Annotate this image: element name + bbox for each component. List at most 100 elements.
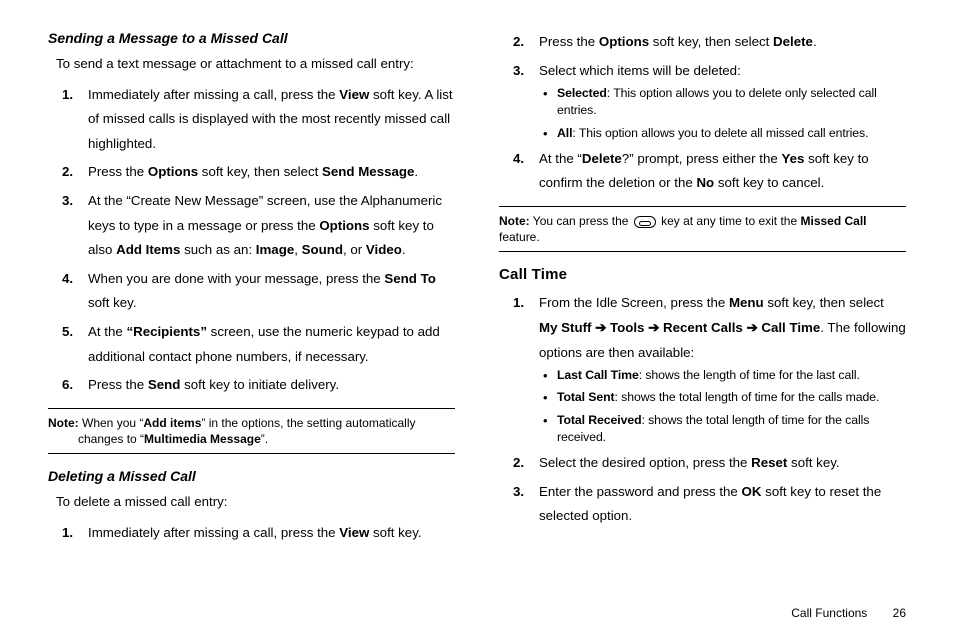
bold: Add items — [143, 416, 201, 430]
text: Select which items will be deleted: — [539, 63, 741, 78]
page-number: 26 — [893, 606, 906, 620]
step: Immediately after missing a call, press … — [56, 83, 455, 157]
bullets-call-time: Last Call Time: shows the length of time… — [543, 367, 906, 446]
text: soft key, then select — [198, 164, 322, 179]
text: soft key. — [369, 525, 421, 540]
text: , — [294, 242, 301, 257]
bold: OK — [742, 484, 762, 499]
text: Immediately after missing a call, press … — [88, 87, 339, 102]
text: soft key. — [787, 455, 839, 470]
step: Press the Options soft key, then select … — [56, 160, 455, 185]
intro-deleting: To delete a missed call entry: — [56, 492, 455, 513]
text: soft key, then select — [649, 34, 773, 49]
text: key at any time to exit the — [658, 214, 801, 228]
step: Select the desired option, press the Res… — [507, 451, 906, 476]
step: Press the Send soft key to initiate deli… — [56, 373, 455, 398]
text: . — [402, 242, 406, 257]
bold: Tools — [610, 320, 644, 335]
text: . — [813, 34, 817, 49]
steps-sending: Immediately after missing a call, press … — [56, 83, 455, 398]
bold: “Recipients” — [126, 324, 207, 339]
bullet: Last Call Time: shows the length of time… — [543, 367, 906, 384]
text: Press the — [539, 34, 599, 49]
bold: No — [696, 175, 714, 190]
bold: Menu — [729, 295, 764, 310]
text: At the — [88, 324, 126, 339]
text: From the Idle Screen, press the — [539, 295, 729, 310]
heading-sending-message: Sending a Message to a Missed Call — [48, 30, 455, 46]
text: changes to “ — [78, 432, 144, 446]
bullet: Total Received: shows the total length o… — [543, 412, 906, 446]
bold: Reset — [751, 455, 787, 470]
step: At the “Create New Message” screen, use … — [56, 189, 455, 263]
bold: Options — [148, 164, 198, 179]
bold: Recent Calls — [663, 320, 743, 335]
bold: Send — [148, 377, 181, 392]
bullet: Selected: This option allows you to dele… — [543, 85, 906, 119]
text: such as an: — [180, 242, 255, 257]
bold: Sound — [302, 242, 343, 257]
bold: Send To — [384, 271, 435, 286]
bold: My Stuff — [539, 320, 591, 335]
bold: Image — [256, 242, 294, 257]
heading-call-time: Call Time — [499, 266, 906, 283]
note-label: Note: — [499, 214, 530, 228]
bold: Delete — [582, 151, 622, 166]
text: You can press the — [530, 214, 632, 228]
bold: View — [339, 525, 369, 540]
text: : shows the total length of time for the… — [615, 390, 880, 404]
page-body: Sending a Message to a Missed Call To se… — [0, 0, 954, 580]
text: : This option allows you to delete all m… — [572, 126, 868, 140]
bold: Total Sent — [557, 390, 615, 404]
text: soft key to initiate delivery. — [180, 377, 339, 392]
text: . — [414, 164, 418, 179]
text: Press the — [88, 164, 148, 179]
bullets-delete-options: Selected : This option allows you to dele… — [543, 85, 906, 142]
bold: Yes — [781, 151, 804, 166]
intro-sending: To send a text message or attachment to … — [56, 54, 455, 75]
step: Enter the password and press the OK soft… — [507, 480, 906, 529]
text: When you “ — [79, 416, 144, 430]
bold: All — [557, 126, 572, 140]
text: Press the — [88, 377, 148, 392]
text: feature. — [499, 230, 540, 244]
text: Enter the password and press the — [539, 484, 742, 499]
end-key-icon — [634, 216, 656, 228]
bold: Last Call Time — [557, 368, 639, 382]
note-add-items: Note: When you “Add items” in the option… — [48, 408, 455, 454]
text: At the “ — [539, 151, 582, 166]
bullet: All: This option allows you to delete al… — [543, 125, 906, 142]
step: At the “Delete?” prompt, press either th… — [507, 147, 906, 196]
arrow-icon: ➔ — [743, 320, 762, 335]
bold: Total Received — [557, 413, 641, 427]
text: ?” prompt, press either the — [622, 151, 782, 166]
bullet: Total Sent: shows the total length of ti… — [543, 389, 906, 406]
text: soft key, then select — [764, 295, 884, 310]
bold: Add Items — [116, 242, 180, 257]
footer-section: Call Functions — [791, 606, 867, 620]
step: When you are done with your message, pre… — [56, 267, 455, 316]
bold: Multimedia Message — [144, 432, 261, 446]
bold: Video — [366, 242, 402, 257]
step: At the “Recipients” screen, use the nume… — [56, 320, 455, 369]
bold: Send Message — [322, 164, 414, 179]
bold: Selected — [557, 86, 607, 100]
page-footer: Call Functions 26 — [791, 606, 906, 620]
step: Press the Options soft key, then select … — [507, 30, 906, 55]
step: From the Idle Screen, press the Menu sof… — [507, 291, 906, 446]
steps-call-time: From the Idle Screen, press the Menu sof… — [507, 291, 906, 528]
note-exit-missed-call: Note: You can press the key at any time … — [499, 206, 906, 252]
bold: Call Time — [761, 320, 820, 335]
bold: Delete — [773, 34, 813, 49]
text: , or — [343, 242, 366, 257]
text: ”. — [261, 432, 268, 446]
bold: Missed Call — [800, 214, 866, 228]
arrow-icon: ➔ — [644, 320, 663, 335]
arrow-icon: ➔ — [591, 320, 610, 335]
text: Select the desired option, press the — [539, 455, 751, 470]
heading-deleting: Deleting a Missed Call — [48, 468, 455, 484]
bold: Options — [599, 34, 649, 49]
step: Immediately after missing a call, press … — [56, 521, 455, 546]
text: soft key. — [88, 295, 137, 310]
step: Select which items will be deleted: Sele… — [507, 59, 906, 142]
